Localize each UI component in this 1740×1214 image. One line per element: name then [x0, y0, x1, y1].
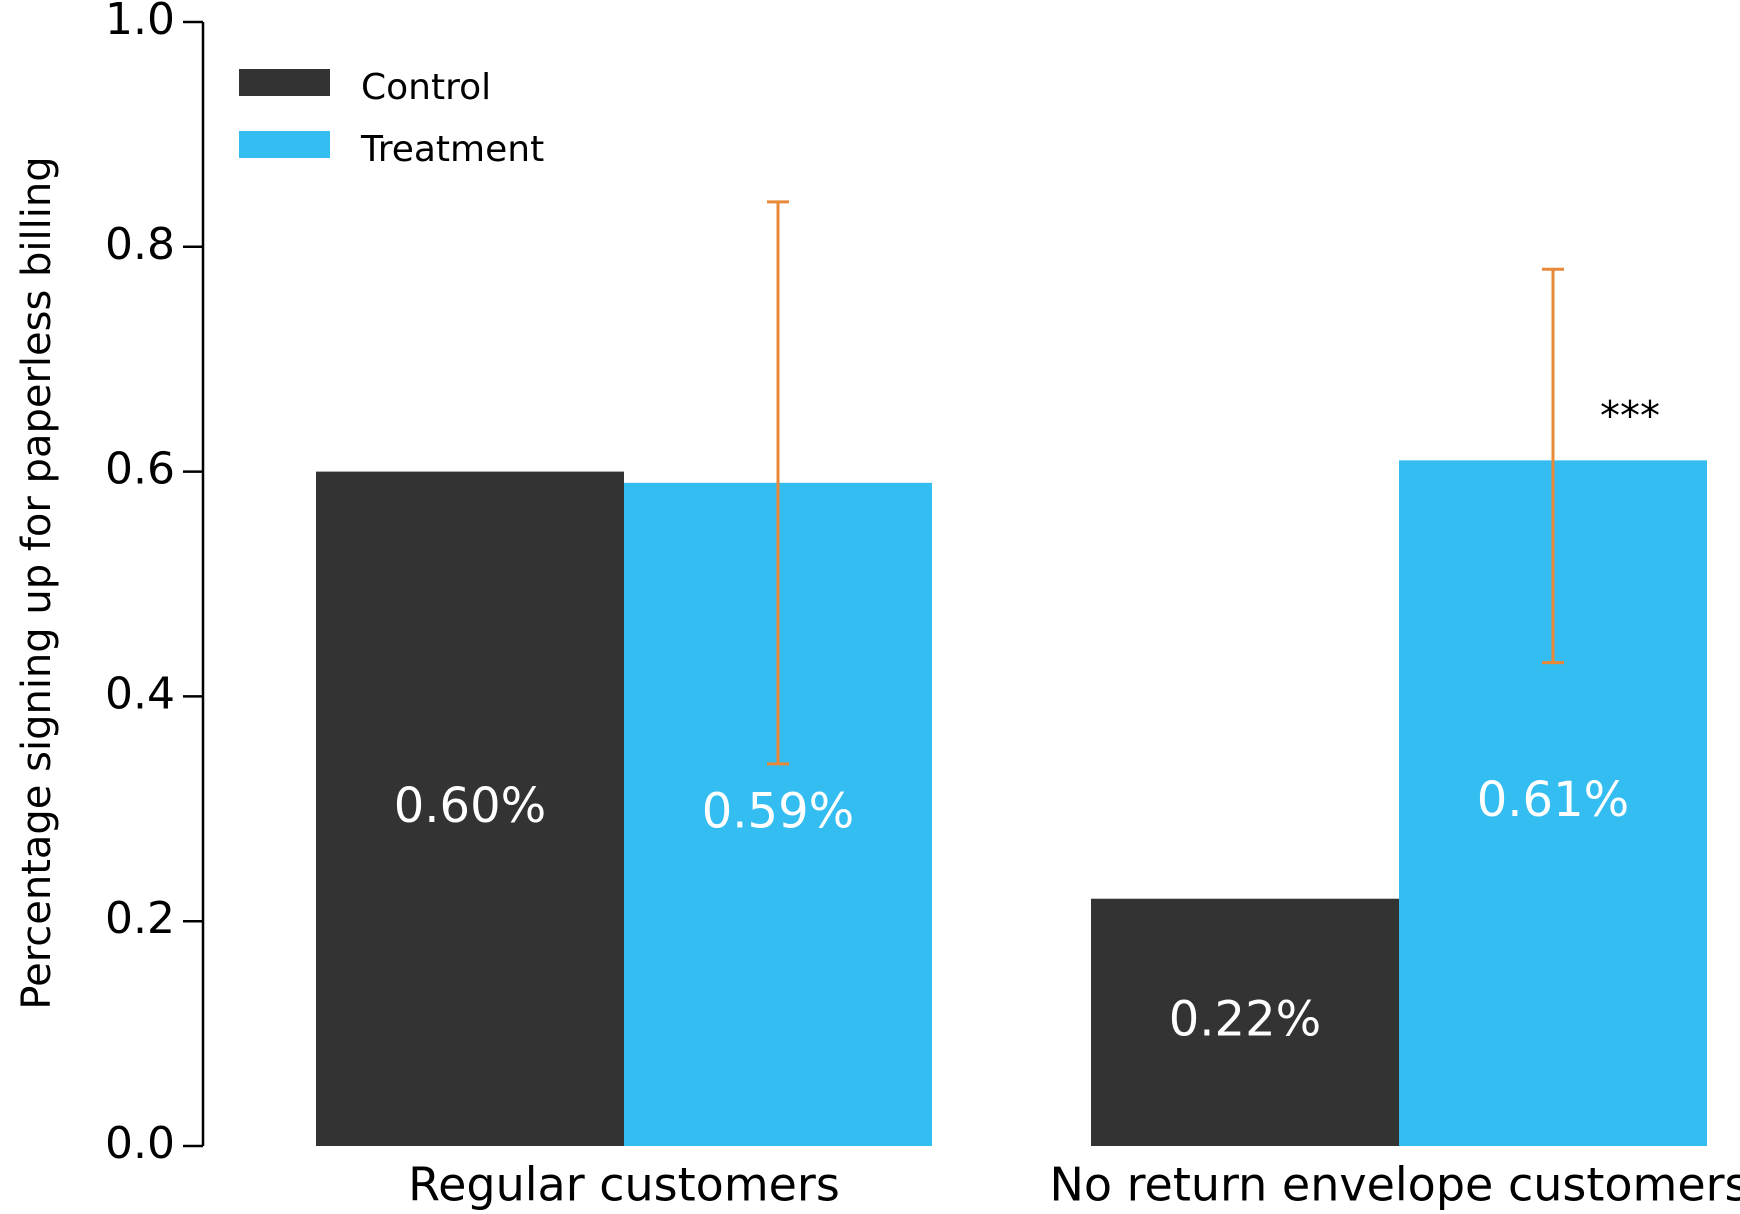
bar: [316, 471, 624, 1147]
y-tick-label: 0.6: [105, 444, 175, 495]
bar: [1091, 898, 1399, 1146]
y-tick-label: 0.4: [105, 668, 175, 719]
y-tick-label: 1.0: [105, 0, 175, 45]
y-tick-label: 0.0: [105, 1118, 175, 1169]
value-label: 0.22%: [1169, 991, 1321, 1047]
annotation: ***: [1600, 393, 1660, 439]
value-label: 0.60%: [394, 778, 546, 834]
legend-label: Control: [361, 67, 491, 108]
x-tick-label: Regular customers: [408, 1158, 840, 1212]
value-label: 0.61%: [1477, 772, 1629, 828]
legend-label: Treatment: [360, 129, 544, 170]
y-tick-label: 0.2: [105, 893, 175, 944]
value-label: 0.59%: [702, 783, 854, 839]
y-axis-label: Percentage signing up for paperless bill…: [14, 156, 60, 1009]
legend-swatch: [239, 69, 330, 96]
y-tick-label: 0.8: [105, 219, 175, 270]
legend-swatch: [239, 131, 330, 158]
x-tick-label: No return envelope customers: [1049, 1158, 1740, 1212]
